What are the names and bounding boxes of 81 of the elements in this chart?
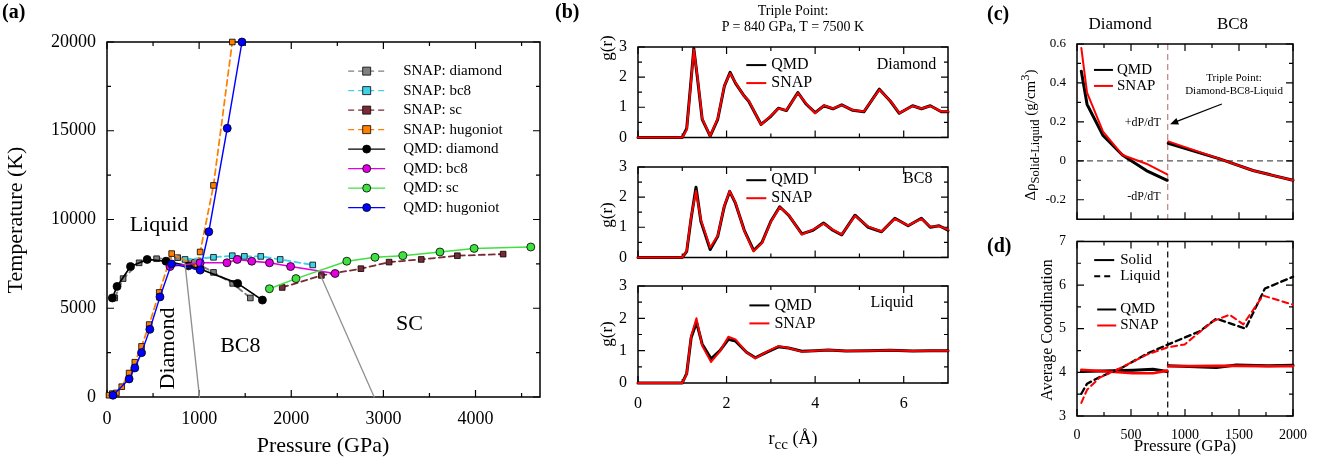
y-tick-label: 20000 <box>51 30 96 51</box>
y-tick-label: 3 <box>619 157 627 175</box>
y-tick-label: 15000 <box>51 119 96 140</box>
x-tick-label: 0 <box>102 407 112 428</box>
chart-title: (d) <box>987 234 1012 257</box>
legend-label: QMD: bc8 <box>403 159 468 176</box>
y-tick-label: 3 <box>619 276 627 294</box>
y-tick-label: 2 <box>619 187 627 205</box>
legend-label: SNAP: diamond <box>403 62 503 79</box>
y-tick-label: 3 <box>619 37 627 55</box>
legend-label: SNAP: hugoniot <box>403 120 504 137</box>
chart-title: (b) <box>555 0 580 23</box>
x-tick-label: 2 <box>722 393 731 411</box>
y-tick-label: 0.6 <box>1049 35 1067 51</box>
legend-label: SNAP <box>771 73 813 91</box>
x-tick-label: 4000 <box>457 407 494 428</box>
legend-label: QMD <box>1116 60 1153 77</box>
y-tick-label: -0.2 <box>1045 191 1066 207</box>
annotation: -dP/dT <box>1127 188 1162 203</box>
annotation: Liquid <box>1120 267 1161 284</box>
y-tick-label: 10000 <box>51 208 96 229</box>
x-tick-label: 1000 <box>181 407 218 428</box>
annotation: Liquid <box>870 293 914 312</box>
x-tick-label: 0 <box>1073 427 1081 443</box>
legend-label: SNAP <box>1120 316 1159 333</box>
text: BC8 <box>1216 14 1249 34</box>
y-tick-label: 5 <box>1059 320 1066 336</box>
y-tick-label: 0 <box>1059 152 1066 168</box>
text: Diamond <box>1088 14 1153 34</box>
legend-label: SNAP <box>771 188 813 206</box>
y-tick-label: 0.2 <box>1049 113 1066 129</box>
annotation: Solid <box>1120 251 1153 268</box>
legend-label: QMD: diamond <box>403 140 500 157</box>
x-tick-label: 6 <box>899 393 908 411</box>
legend-label: SNAP <box>1116 76 1156 93</box>
legend-label: QMD <box>1120 300 1156 317</box>
y-tick-label: 7 <box>1059 233 1066 249</box>
y-axis-title: Temperature (K) <box>2 146 28 294</box>
x-tick-label: 0 <box>634 393 642 411</box>
y-tick-label: 1 <box>619 97 627 115</box>
y-tick-label: 5000 <box>60 296 96 317</box>
y-axis-title: g(r) <box>597 35 617 61</box>
y-tick-label: 6 <box>1059 276 1066 292</box>
legend-label: QMD: hugoniot <box>403 198 501 215</box>
x-axis-title: Pressure (GPa) <box>256 432 390 458</box>
chart-title: (c) <box>987 2 1010 25</box>
legend-label: QMD <box>774 295 812 313</box>
x-tick-label: 2000 <box>1279 427 1307 443</box>
chart-title: (a) <box>2 0 26 23</box>
y-tick-label: 1 <box>619 217 627 235</box>
x-tick-label: 3000 <box>365 407 402 428</box>
y-tick-label: 2 <box>619 67 627 85</box>
y-tick-label: 0 <box>619 373 627 391</box>
legend-label: SNAP: sc <box>403 101 463 118</box>
y-tick-label: 4 <box>1059 364 1066 380</box>
y-tick-label: 1 <box>619 340 627 358</box>
annotation: Diamond <box>154 307 180 390</box>
annotation: Diamond <box>876 55 937 73</box>
annotation: BC8 <box>220 331 261 357</box>
legend-label: QMD <box>771 55 809 73</box>
x-axis-title: r$_{cc}$ (Å) <box>768 428 818 453</box>
x-tick-label: 2000 <box>273 407 310 428</box>
x-tick-label: 4 <box>811 393 820 411</box>
annotation: Triple Point: Diamond-BC8-Liquid <box>1185 71 1284 97</box>
annotation: Liquid <box>129 211 189 237</box>
legend-label: QMD <box>771 170 809 188</box>
legend-label: SNAP <box>774 313 816 331</box>
y-tick-label: 3 <box>1059 407 1066 423</box>
chart-subtitle: Triple Point: P = 840 GPa, T = 7500 K <box>721 3 865 36</box>
y-axis-title: g(r) <box>597 202 617 228</box>
legend-label: QMD: sc <box>403 179 459 196</box>
y-tick-label: 0 <box>619 247 627 265</box>
y-axis-title: g(r) <box>597 321 617 347</box>
annotation: BC8 <box>903 169 933 187</box>
legend-label: SNAP: bc8 <box>403 81 472 98</box>
annotation: +dP/dT <box>1124 115 1162 129</box>
y-tick-label: 0 <box>619 127 627 145</box>
annotation: SC <box>395 310 423 336</box>
y-tick-label: 2 <box>619 308 627 326</box>
y-tick-label: 0.4 <box>1049 74 1067 90</box>
y-axis-title: Average Coordination <box>1037 259 1057 401</box>
